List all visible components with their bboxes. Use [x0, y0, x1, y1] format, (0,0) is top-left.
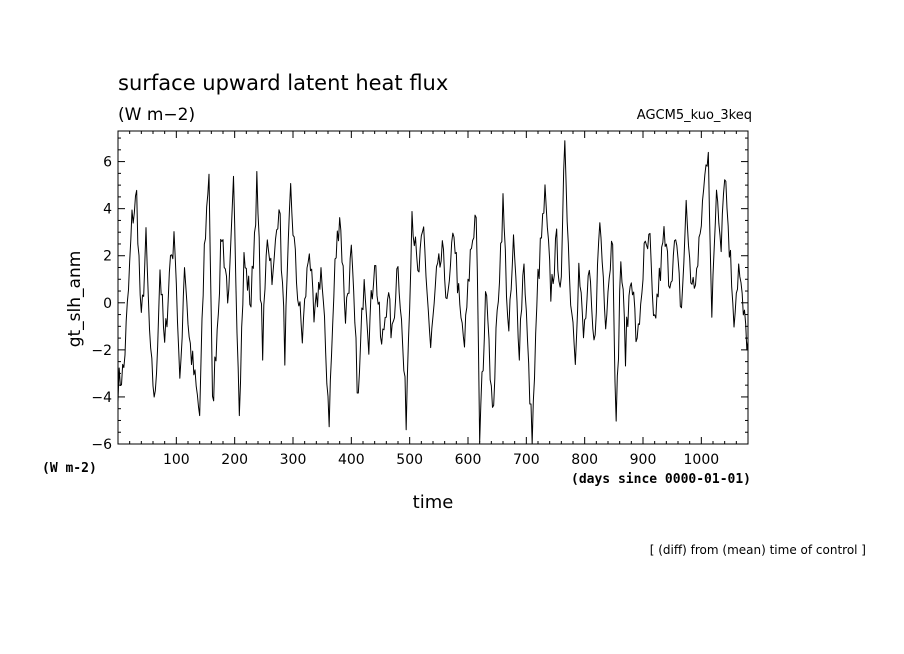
x-tick-label: 200	[221, 452, 248, 468]
chart-title: surface upward latent heat flux	[118, 71, 448, 95]
x-tick-label: 100	[163, 452, 190, 468]
y-tick-label: 6	[103, 155, 112, 171]
y-axis-label: gt_slh_anm	[65, 251, 85, 348]
y-tick-label: 4	[103, 202, 112, 218]
x-tick-label: 600	[455, 452, 482, 468]
x-axis-units: (days since 0000-01-01)	[571, 472, 751, 487]
x-axis-label: time	[413, 492, 454, 513]
x-tick-label: 400	[338, 452, 365, 468]
y-tick-label: −6	[91, 437, 112, 453]
x-tick-label: 900	[630, 452, 657, 468]
x-tick-label: 800	[571, 452, 598, 468]
y-tick-label: 0	[103, 296, 112, 312]
x-tick-label: 700	[513, 452, 540, 468]
chart-units-header: (W m−2)	[118, 105, 195, 125]
y-tick-label: 2	[103, 249, 112, 265]
plot-area: 100 200 300 400 500 600 700 800 900 1000 −6 −4 −2 0 2 4…	[91, 130, 749, 468]
y-tick-label: −4	[91, 390, 112, 406]
x-tick-label: 300	[280, 452, 307, 468]
x-tick-label: 1000	[684, 452, 720, 468]
y-tick-label: −2	[91, 343, 112, 359]
y-axis-units: (W m-2)	[42, 461, 97, 476]
footer-note: [ (diff) from (mean) time of control ]	[650, 543, 866, 557]
x-tick-label: 500	[396, 452, 423, 468]
series-line	[117, 140, 749, 445]
experiment-label: AGCM5_kuo_3keq	[637, 108, 752, 123]
